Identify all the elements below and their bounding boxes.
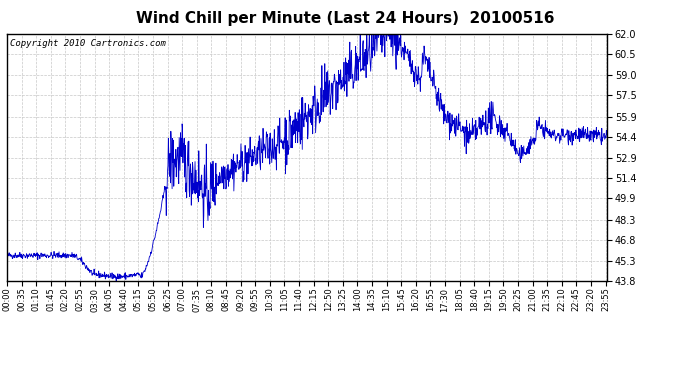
Text: Wind Chill per Minute (Last 24 Hours)  20100516: Wind Chill per Minute (Last 24 Hours) 20… — [136, 11, 554, 26]
Text: Copyright 2010 Cartronics.com: Copyright 2010 Cartronics.com — [10, 39, 166, 48]
